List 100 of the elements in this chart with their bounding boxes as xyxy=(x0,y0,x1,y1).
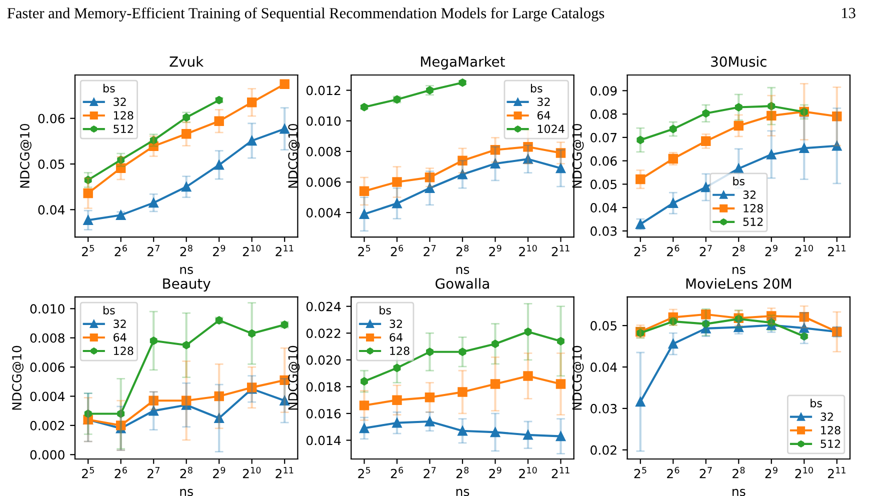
y-tick-label: 0.000 xyxy=(30,450,64,460)
x-tick-label: 2$^{5}$ xyxy=(82,244,94,256)
x-tick-label: 2$^{6}$ xyxy=(390,244,404,256)
y-tick-label: 0.02 xyxy=(590,445,616,455)
chart-title: MovieLens 20M xyxy=(686,278,791,289)
x-tick-label: 2$^{11}$ xyxy=(276,244,294,256)
legend-label: 512 xyxy=(820,440,840,448)
y-tick-label: 0.006 xyxy=(306,177,341,187)
y-tick-label: 0.008 xyxy=(30,333,64,343)
y-tick-label: 0.010 xyxy=(306,116,341,126)
legend-title: bs xyxy=(733,176,745,186)
legend-label: 64 xyxy=(390,333,402,342)
legend-label: 128 xyxy=(114,346,134,356)
x-tick-label: 2$^{6}$ xyxy=(114,244,127,256)
x-tick-label: 2$^{10}$ xyxy=(795,244,813,256)
y-tick-label: 0.008 xyxy=(306,146,341,156)
x-axis-title: ns xyxy=(456,266,470,274)
y-tick-label: 0.018 xyxy=(306,382,341,392)
x-tick-label: 2$^{5}$ xyxy=(82,466,94,478)
y-axis-title: NDCG@10 xyxy=(12,346,24,410)
x-tick-label: 2$^{7}$ xyxy=(700,244,712,256)
y-tick-label: 0.002 xyxy=(30,420,64,430)
x-tick-label: 2$^{11}$ xyxy=(552,244,570,256)
x-tick-label: 2$^{11}$ xyxy=(552,466,570,478)
y-tick-label: 0.004 xyxy=(306,208,341,218)
legend-label: 128 xyxy=(744,204,763,212)
x-tick-label: 2$^{10}$ xyxy=(519,466,537,478)
x-tick-label: 2$^{5}$ xyxy=(358,244,370,256)
y-axis-title: NDCG@10 xyxy=(20,124,32,188)
x-tick-label: 2$^{9}$ xyxy=(765,466,778,478)
legend-title: bs xyxy=(104,84,115,92)
y-tick-label: 0.05 xyxy=(590,321,616,330)
legend-label: 512 xyxy=(114,124,133,134)
y-tick-label: 0.012 xyxy=(306,86,340,96)
y-tick-label: 0.08 xyxy=(590,110,617,119)
chart-title: 30Music xyxy=(711,56,766,67)
y-tick-label: 0.09 xyxy=(590,86,617,96)
y-tick-label: 0.024 xyxy=(306,302,341,312)
y-axis-title: NDCG@10 xyxy=(288,346,300,410)
x-tick-label: 2$^{8}$ xyxy=(180,244,192,256)
legend-label: 32 xyxy=(114,98,126,106)
legend-label: 128 xyxy=(390,346,410,356)
x-tick-label: 2$^{7}$ xyxy=(424,466,436,478)
x-tick-label: 2$^{9}$ xyxy=(213,244,226,256)
x-tick-label: 2$^{5}$ xyxy=(358,466,370,478)
x-tick-label: 2$^{7}$ xyxy=(700,466,712,478)
legend-label: 64 xyxy=(537,111,550,120)
x-axis-title: ns xyxy=(732,266,746,274)
x-axis-title: ns xyxy=(456,488,470,496)
y-tick-label: 0.07 xyxy=(590,132,617,142)
y-tick-label: 0.016 xyxy=(306,408,341,418)
legend-title: bs xyxy=(380,306,391,314)
x-axis-title: ns xyxy=(180,266,193,274)
x-tick-label: 2$^{11}$ xyxy=(828,466,846,478)
y-tick-label: 0.004 xyxy=(30,392,65,402)
x-tick-label: 2$^{6}$ xyxy=(667,466,680,478)
x-tick-label: 2$^{7}$ xyxy=(148,466,160,478)
x-tick-label: 2$^{10}$ xyxy=(795,466,813,478)
legend-label: 64 xyxy=(114,333,126,342)
y-tick-label: 0.04 xyxy=(590,203,617,212)
legend-title: bs xyxy=(530,84,542,92)
x-tick-label: 2$^{11}$ xyxy=(828,244,846,256)
x-tick-label: 2$^{6}$ xyxy=(667,244,680,256)
x-axis-title: ns xyxy=(180,488,193,496)
y-tick-label: 0.04 xyxy=(590,362,617,372)
y-tick-label: 0.06 xyxy=(590,156,617,166)
y-tick-label: 0.05 xyxy=(590,180,616,190)
legend-label: 32 xyxy=(538,98,550,106)
x-tick-label: 2$^{7}$ xyxy=(148,244,160,256)
text: Faster and Memory-Efficient Training of Sequential Recommendation Models for Large Catalogs xyxy=(7,7,604,22)
x-tick-label: 2$^{5}$ xyxy=(634,466,646,478)
x-tick-label: 2$^{8}$ xyxy=(180,466,192,478)
chart-title: Beauty xyxy=(163,278,210,292)
x-tick-label: 2$^{8}$ xyxy=(456,244,469,256)
chart-title: Zvuk xyxy=(170,56,204,67)
x-tick-label: 2$^{10}$ xyxy=(242,244,261,256)
chart-title: MegaMarket xyxy=(421,56,505,70)
chart-title: Gowalla xyxy=(436,278,489,289)
x-tick-label: 2$^{11}$ xyxy=(276,466,294,478)
legend-title: bs xyxy=(104,306,115,314)
x-tick-label: 2$^{9}$ xyxy=(489,466,502,478)
text: 13 xyxy=(842,8,856,18)
x-tick-label: 2$^{6}$ xyxy=(390,466,404,478)
legend-label: 512 xyxy=(743,218,763,226)
y-tick-label: 0.020 xyxy=(306,355,341,365)
y-tick-label: 0.022 xyxy=(306,328,340,338)
x-tick-label: 2$^{9}$ xyxy=(213,466,226,478)
legend-label: 32 xyxy=(114,320,126,328)
x-tick-label: 2$^{6}$ xyxy=(114,466,127,478)
y-tick-label: 0.010 xyxy=(30,304,64,314)
y-tick-label: 0.006 xyxy=(30,362,64,372)
x-tick-label: 2$^{8}$ xyxy=(732,466,745,478)
x-axis-title: ns xyxy=(732,488,746,496)
legend-label: 128 xyxy=(114,111,134,120)
y-tick-label: 0.03 xyxy=(590,226,617,236)
y-tick-label: 0.05 xyxy=(38,159,64,169)
legend-label: 32 xyxy=(820,412,833,421)
legend-label: 1024 xyxy=(538,124,564,134)
x-tick-label: 2$^{9}$ xyxy=(765,244,778,256)
y-tick-label: 0.014 xyxy=(306,436,341,446)
